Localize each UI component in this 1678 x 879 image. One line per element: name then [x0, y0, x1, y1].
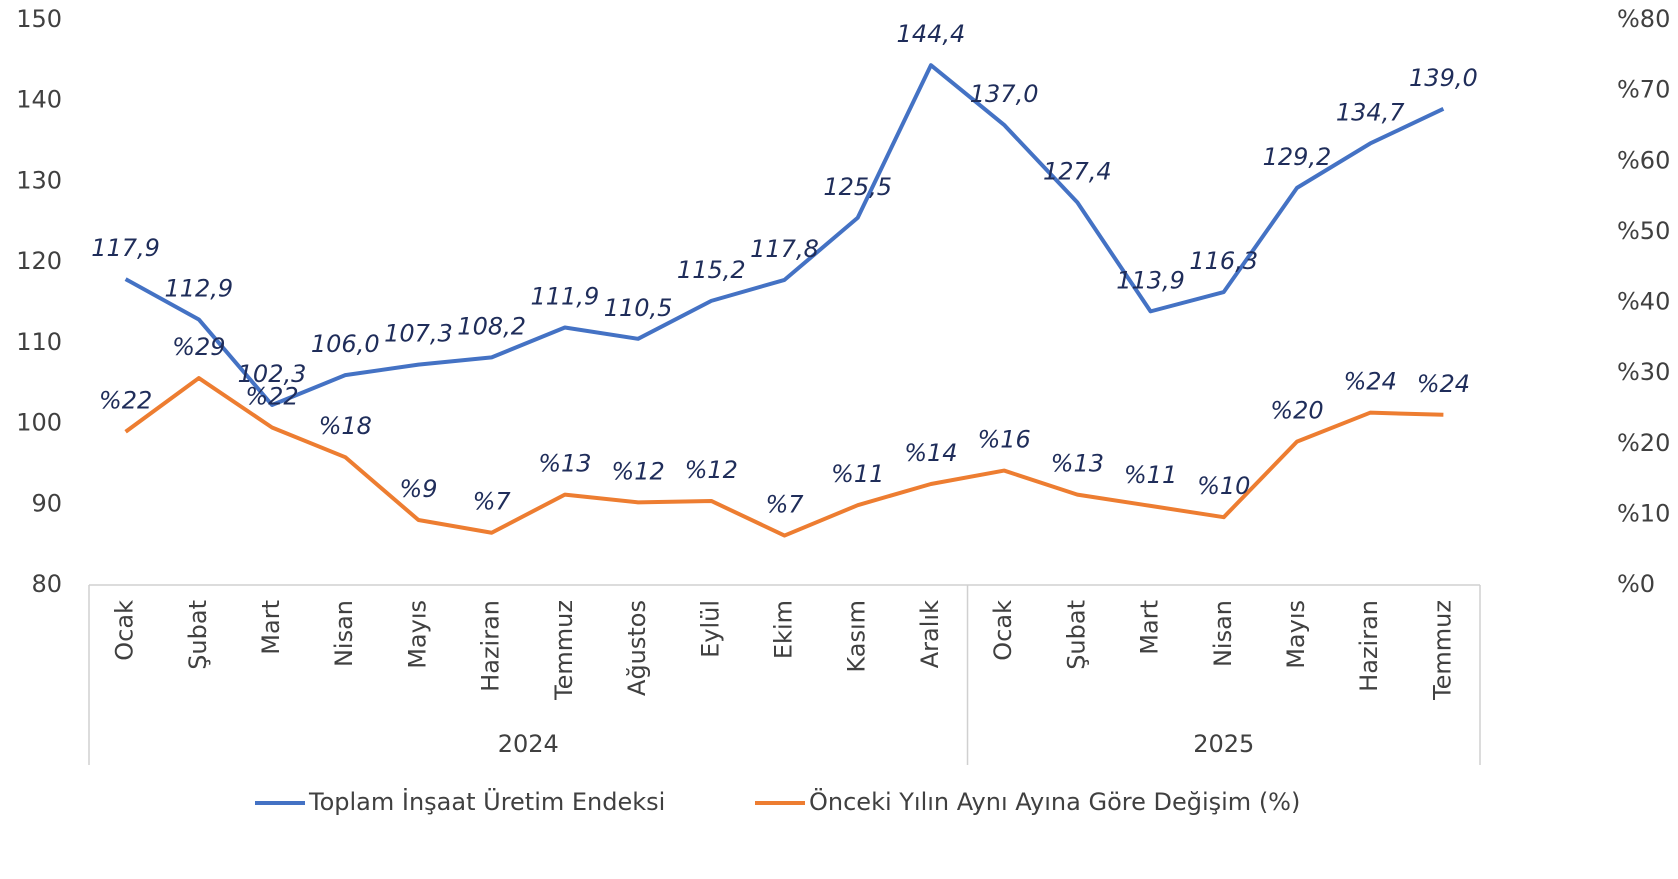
data-label: 127,4 [1043, 157, 1112, 185]
data-label: 106,0 [311, 330, 380, 358]
data-label: %9 [399, 475, 437, 503]
legend-label: Önceki Yılın Aynı Ayına Göre Değişim (%) [809, 787, 1300, 816]
data-label: %20 [1270, 397, 1323, 425]
data-label: 110,5 [604, 294, 673, 322]
data-label: %10 [1197, 472, 1250, 500]
y-tick-label: 80 [31, 570, 62, 598]
data-label: 107,3 [384, 320, 453, 348]
x-tick-label: Şubat [184, 600, 212, 670]
y2-tick-label: %70 [1617, 76, 1670, 104]
data-label: %14 [904, 439, 957, 467]
x-tick-label: Haziran [1355, 600, 1383, 692]
x-tick-label: Kasım [843, 600, 871, 673]
group-label: 2024 [498, 730, 559, 758]
y-tick-label: 130 [16, 166, 62, 194]
y2-tick-label: %40 [1617, 288, 1670, 316]
y2-tick-label: %80 [1617, 5, 1670, 33]
y-tick-label: 90 [31, 489, 62, 517]
data-label: 115,2 [677, 256, 746, 284]
x-tick-label: Temmuz [550, 600, 578, 701]
legend-label: Toplam İnşaat Üretim Endeksi [308, 787, 665, 816]
data-label: 108,2 [457, 312, 526, 340]
group-label: 2025 [1193, 730, 1254, 758]
data-label: 129,2 [1263, 143, 1332, 171]
x-tick-label: Mart [257, 600, 285, 655]
x-tick-label: Eylül [696, 600, 724, 658]
x-tick-label: Ocak [111, 600, 139, 661]
data-label: %29 [172, 333, 225, 361]
series-line [124, 376, 1444, 538]
data-label: %22 [99, 387, 152, 415]
y-tick-label: 100 [16, 409, 62, 437]
x-tick-label: Mart [1136, 600, 1164, 655]
data-label: %11 [1124, 461, 1177, 489]
data-label: %22 [245, 383, 298, 411]
x-tick-label: Nisan [330, 600, 358, 667]
data-label: 144,4 [897, 20, 966, 48]
y2-tick-label: %50 [1617, 217, 1670, 245]
series-line [124, 63, 1445, 408]
data-label: 111,9 [531, 283, 600, 311]
x-tick-label: Temmuz [1428, 600, 1456, 701]
x-tick-label: Ekim [770, 600, 798, 659]
x-tick-label: Ocak [989, 600, 1017, 661]
data-label: %7 [473, 488, 512, 516]
data-label: %12 [685, 456, 738, 484]
y2-tick-label: %30 [1617, 358, 1670, 386]
data-label: 139,0 [1409, 64, 1478, 92]
data-label: %13 [538, 450, 591, 478]
data-label: 125,5 [823, 173, 892, 201]
data-label: %11 [831, 460, 884, 488]
data-label: %24 [1344, 368, 1397, 396]
y-tick-label: 120 [16, 247, 62, 275]
y-tick-label: 110 [16, 328, 62, 356]
data-label: 134,7 [1336, 98, 1405, 126]
data-label: 117,8 [750, 235, 819, 263]
y-tick-label: 140 [16, 86, 62, 114]
data-label: 112,9 [164, 274, 233, 302]
data-label: 137,0 [970, 80, 1039, 108]
x-tick-label: Nisan [1209, 600, 1237, 667]
data-label: %18 [319, 412, 372, 440]
data-label: 113,9 [1116, 266, 1185, 294]
y2-tick-label: %60 [1617, 146, 1670, 174]
data-label: 102,3 [238, 360, 307, 388]
data-label: 116,3 [1189, 247, 1258, 275]
x-tick-label: Şubat [1062, 600, 1090, 670]
data-label: %12 [611, 457, 664, 485]
data-label: %7 [765, 491, 804, 519]
data-label: %13 [1051, 450, 1104, 478]
data-label: %24 [1417, 370, 1470, 398]
x-tick-label: Haziran [477, 600, 505, 692]
x-tick-label: Ağustos [623, 600, 651, 696]
data-label: 117,9 [91, 234, 160, 262]
y2-tick-label: %10 [1617, 499, 1670, 527]
y-tick-label: 150 [16, 5, 62, 33]
y2-tick-label: %0 [1617, 570, 1655, 598]
x-tick-label: Aralık [916, 600, 944, 668]
x-tick-label: Mayıs [403, 600, 431, 669]
data-label: %16 [977, 426, 1030, 454]
y2-tick-label: %20 [1617, 429, 1670, 457]
x-tick-label: Mayıs [1282, 600, 1310, 669]
